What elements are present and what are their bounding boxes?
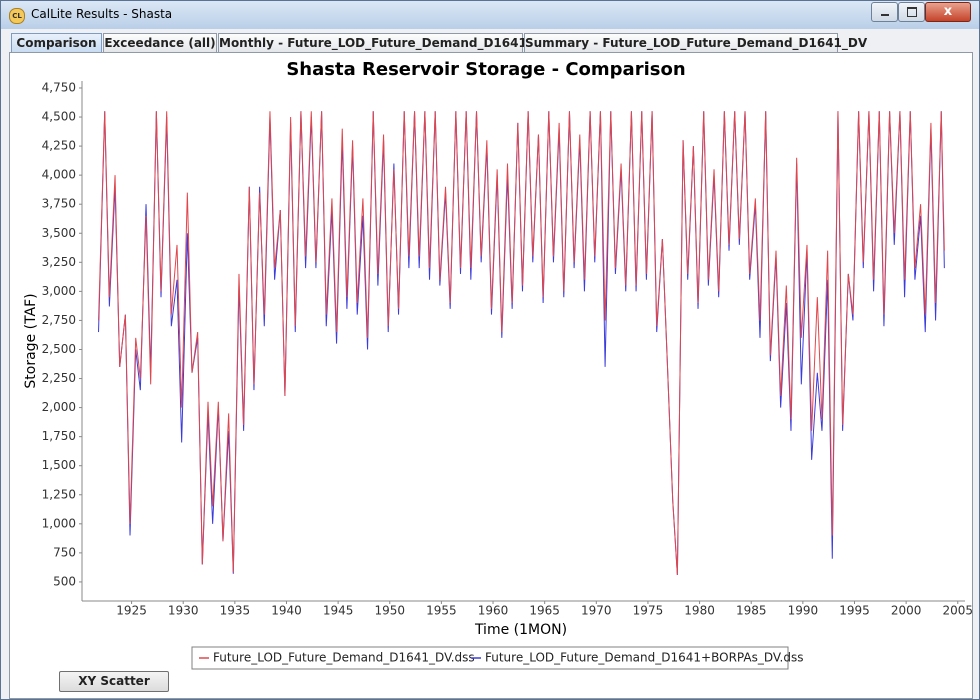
y-tick-label: 750 <box>53 545 76 559</box>
x-tick-label: 1990 <box>788 604 819 618</box>
minimize-button[interactable] <box>871 2 898 22</box>
x-axis-label: Time (1MON) <box>474 622 567 638</box>
x-tick-label: 2000 <box>891 604 922 618</box>
y-tick-label: 3,500 <box>42 226 76 240</box>
y-tick-label: 4,250 <box>42 139 76 153</box>
tab[interactable]: Exceedance (all) <box>103 33 217 52</box>
y-tick-label: 4,750 <box>42 80 76 94</box>
tab[interactable]: Summary - Future_LOD_Future_Demand_D1641… <box>524 33 867 52</box>
legend-label: Future_LOD_Future_Demand_D1641_DV.dss <box>213 651 475 665</box>
y-tick-label: 500 <box>53 574 76 588</box>
x-tick-label: 1980 <box>684 604 715 618</box>
x-tick-label: 1935 <box>220 604 251 618</box>
legend <box>191 646 789 670</box>
series-line <box>98 111 945 576</box>
tab[interactable]: Comparison <box>11 33 102 52</box>
y-tick-label: 1,250 <box>42 487 76 501</box>
y-tick-label: 2,250 <box>42 371 76 385</box>
tab-panel <box>9 52 973 699</box>
x-tick-label: 1945 <box>323 604 354 618</box>
y-tick-label: 3,750 <box>42 197 76 211</box>
x-tick-label: 1960 <box>478 604 509 618</box>
x-tick-label: 1940 <box>271 604 302 618</box>
title-bar: CL CalLite Results - Shasta x <box>1 1 979 29</box>
y-tick-label: 2,500 <box>42 342 76 356</box>
xy-scatter-button[interactable]: XY Scatter <box>59 671 169 692</box>
x-tick-label: 1955 <box>426 604 457 618</box>
window-title: CalLite Results - Shasta <box>31 7 173 21</box>
y-tick-label: 3,000 <box>42 284 76 298</box>
maximize-button[interactable] <box>898 2 925 22</box>
x-tick-label: 1925 <box>116 604 147 618</box>
tab[interactable]: Monthly - Future_LOD_Future_Demand_D1641… <box>218 33 552 52</box>
x-tick-label: 2005 <box>942 604 973 618</box>
close-button[interactable]: x <box>925 2 971 22</box>
x-tick-label: 1970 <box>581 604 612 618</box>
x-tick-label: 1950 <box>374 604 405 618</box>
x-tick-label: 1965 <box>529 604 560 618</box>
x-tick-label: 1975 <box>633 604 664 618</box>
y-axis-label: Storage (TAF) <box>23 293 39 388</box>
x-tick-label: 1985 <box>736 604 767 618</box>
app-icon: CL <box>9 8 25 24</box>
y-tick-label: 3,250 <box>42 255 76 269</box>
chart-title: Shasta Reservoir Storage - Comparison <box>286 59 685 80</box>
y-tick-label: 1,500 <box>42 458 76 472</box>
y-tick-label: 1,000 <box>42 516 76 530</box>
x-tick-label: 1930 <box>168 604 199 618</box>
y-tick-label: 2,000 <box>42 400 76 414</box>
y-tick-label: 4,000 <box>42 168 76 182</box>
legend-label: Future_LOD_Future_Demand_D1641+BORPAs_DV… <box>485 651 803 665</box>
y-tick-label: 2,750 <box>42 313 76 327</box>
y-tick-label: 1,750 <box>42 429 76 443</box>
x-tick-label: 1995 <box>839 604 870 618</box>
y-tick-label: 4,500 <box>42 110 76 124</box>
series-line <box>98 111 945 576</box>
